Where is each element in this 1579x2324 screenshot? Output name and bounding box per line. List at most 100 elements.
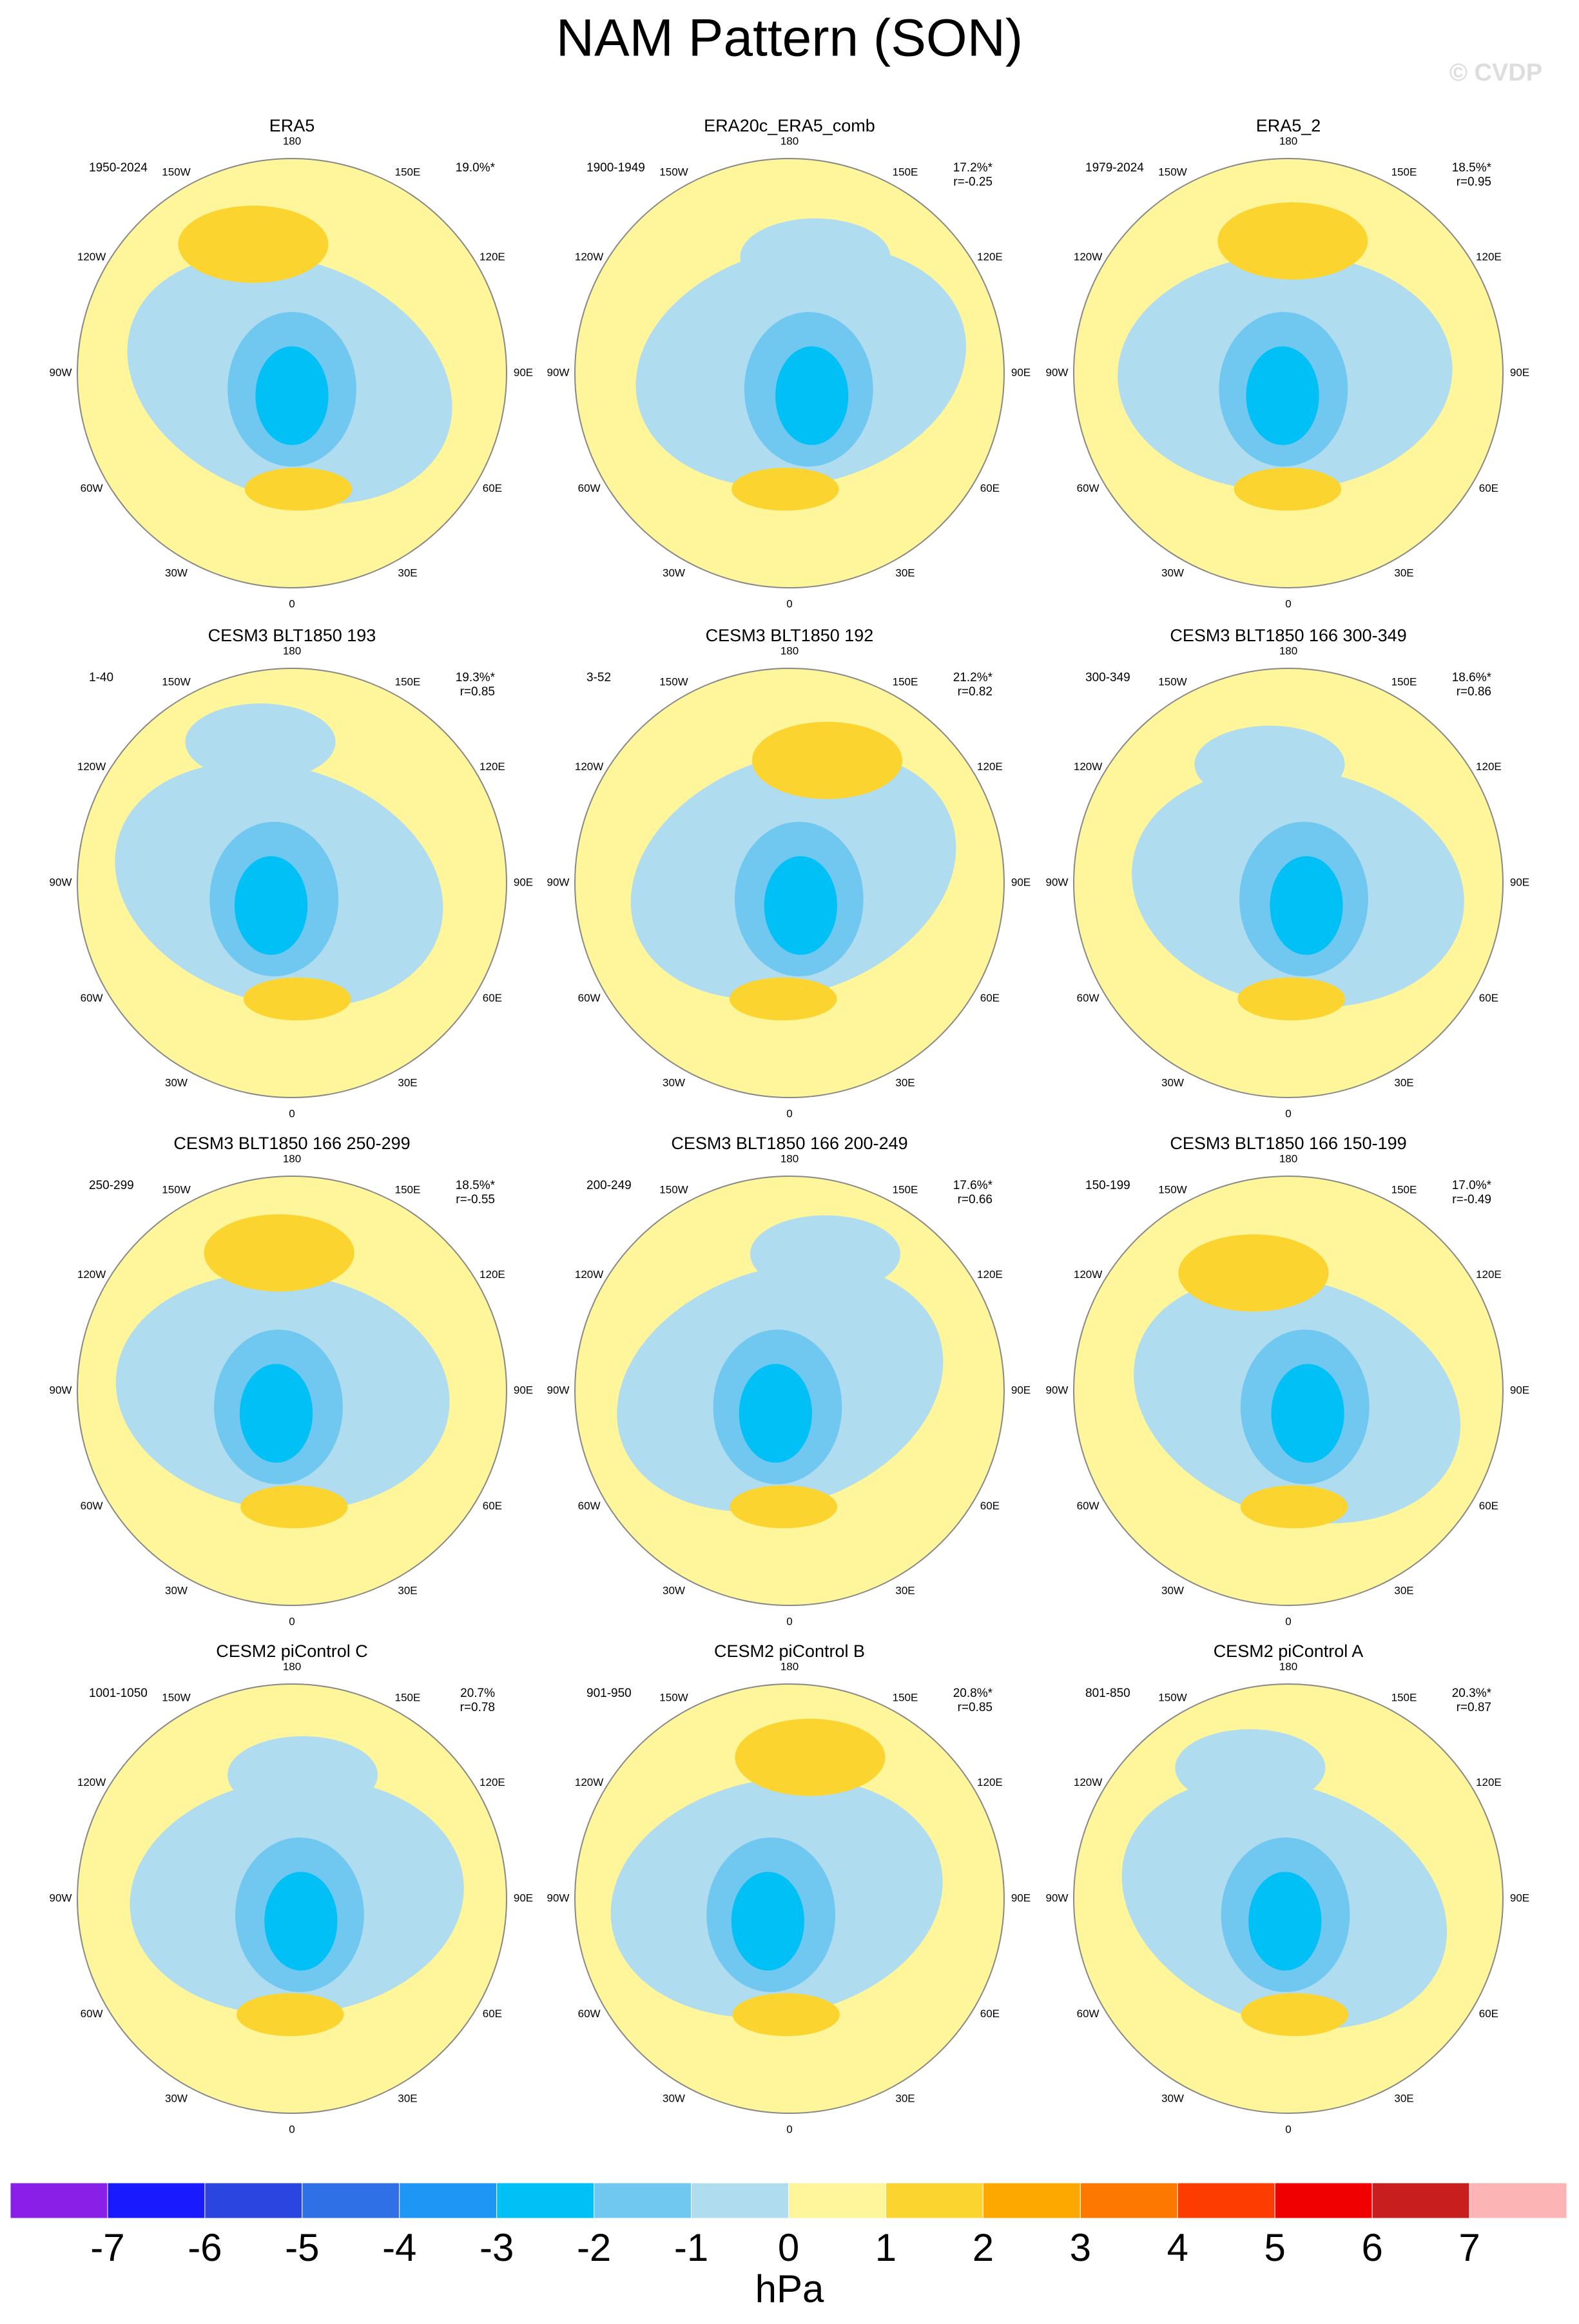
longitude-label: 0	[1285, 2123, 1291, 2135]
anomaly-region	[236, 1993, 344, 2037]
colorbar-label: 6	[1361, 2226, 1382, 2269]
longitude-label: 150E	[395, 166, 421, 179]
anomaly-region	[234, 856, 308, 955]
correlation: r=-0.25	[953, 175, 993, 189]
longitude-label: 90E	[514, 876, 533, 888]
colorbar-box	[10, 2182, 108, 2219]
anomaly-region	[204, 1214, 354, 1292]
anomaly-region	[239, 1364, 313, 1463]
colorbar-label: 1	[875, 2226, 896, 2269]
map	[1074, 1176, 1503, 1605]
longitude-label: 150W	[1158, 166, 1187, 179]
anomaly-region	[1217, 202, 1368, 280]
longitude-label: 90E	[1510, 1384, 1529, 1396]
longitude-label: 180	[780, 1660, 799, 1672]
panel-title: CESM3 BLT1850 192	[706, 626, 874, 645]
longitude-label: 180	[1279, 644, 1297, 657]
longitude-label: 0	[786, 1107, 792, 1119]
percent-variance: 17.6%*	[953, 1179, 993, 1192]
longitude-label: 120E	[977, 760, 1003, 773]
colorbar-box	[1371, 2182, 1470, 2219]
longitude-label: 30E	[1394, 1076, 1413, 1089]
longitude-label: 30E	[398, 1584, 417, 1596]
correlation: r=0.85	[460, 685, 495, 699]
correlation: r=0.95	[1457, 175, 1491, 189]
colorbar-label: 5	[1264, 2226, 1286, 2269]
longitude-label: 120W	[575, 1776, 603, 1788]
anomaly-region	[243, 977, 351, 1021]
longitude-label: 0	[289, 1107, 295, 1119]
longitude-label: 150W	[659, 1692, 688, 1704]
period: 1979-2024	[1085, 161, 1144, 175]
longitude-label: 90W	[1046, 366, 1069, 378]
panel-title: CESM3 BLT1850 193	[208, 626, 376, 645]
anomaly-region	[240, 1485, 348, 1529]
percent-variance: 20.3%*	[1452, 1687, 1492, 1700]
longitude-label: 150E	[395, 676, 421, 688]
map	[575, 159, 1004, 588]
period: 150-199	[1085, 1179, 1130, 1192]
longitude-label: 90W	[50, 1892, 72, 1904]
longitude-label: 60E	[483, 2008, 502, 2020]
longitude-label: 180	[1279, 1152, 1297, 1165]
longitude-label: 90E	[1011, 1892, 1031, 1904]
panel-title: CESM3 BLT1850 166 200-249	[671, 1134, 907, 1153]
figure-title: NAM Pattern (SON)	[556, 9, 1023, 68]
colorbar-box	[788, 2182, 886, 2219]
longitude-label: 0	[1285, 1615, 1291, 1627]
longitude-label: 30E	[398, 1076, 417, 1089]
longitude-label: 150E	[395, 1184, 421, 1196]
map	[1074, 668, 1503, 1098]
longitude-label: 150E	[1391, 166, 1417, 179]
correlation: r=0.86	[1457, 685, 1491, 699]
longitude-label: 150E	[395, 1692, 421, 1704]
longitude-label: 150W	[1158, 676, 1187, 688]
longitude-label: 30E	[895, 1076, 915, 1089]
anomaly-region	[750, 1215, 900, 1293]
anomaly-region	[1248, 1872, 1322, 1971]
longitude-label: 90W	[1046, 1384, 1069, 1396]
map	[77, 1684, 507, 2113]
panel-title: CESM3 BLT1850 166 300-349	[1170, 626, 1406, 645]
colorbar-box	[1080, 2182, 1178, 2219]
longitude-label: 60E	[980, 2008, 1000, 2020]
longitude-label: 30E	[895, 2092, 915, 2104]
map-border	[574, 158, 1005, 588]
longitude-label: 30E	[1394, 2092, 1413, 2104]
longitude-label: 90E	[1011, 876, 1031, 888]
longitude-label: 30W	[663, 566, 685, 579]
percent-variance: 19.0%*	[456, 161, 496, 175]
colorbar-label: 4	[1167, 2226, 1188, 2269]
panel-title: ERA20c_ERA5_comb	[704, 116, 875, 135]
longitude-label: 180	[283, 1660, 301, 1672]
longitude-label: 90W	[1046, 876, 1069, 888]
panel-title: CESM3 BLT1850 166 250-299	[173, 1134, 410, 1153]
anomaly-region	[739, 1364, 812, 1463]
longitude-label: 90W	[50, 366, 72, 378]
longitude-label: 180	[780, 1152, 799, 1165]
percent-variance: 18.6%*	[1452, 671, 1492, 684]
longitude-label: 120E	[480, 760, 505, 773]
longitude-label: 60W	[578, 1500, 601, 1512]
colorbar-label: 0	[778, 2226, 799, 2269]
anomaly-region	[730, 1485, 838, 1529]
longitude-label: 150W	[659, 166, 688, 179]
longitude-label: 90E	[1510, 366, 1529, 378]
anomaly-region	[1175, 1729, 1326, 1806]
longitude-label: 120E	[1476, 251, 1502, 263]
longitude-label: 90W	[50, 1384, 72, 1396]
longitude-label: 150E	[893, 1692, 918, 1704]
longitude-label: 30E	[1394, 1584, 1413, 1596]
longitude-label: 120E	[480, 1776, 505, 1788]
longitude-label: 150W	[162, 1184, 190, 1196]
longitude-label: 150W	[162, 166, 190, 179]
longitude-label: 30E	[398, 566, 417, 579]
longitude-label: 0	[289, 2123, 295, 2135]
anomaly-region	[1178, 1234, 1329, 1312]
longitude-label: 30E	[398, 2092, 417, 2104]
map-border	[77, 668, 507, 1098]
anomaly-region	[244, 467, 353, 511]
longitude-label: 120W	[1074, 251, 1102, 263]
longitude-label: 180	[283, 644, 301, 657]
